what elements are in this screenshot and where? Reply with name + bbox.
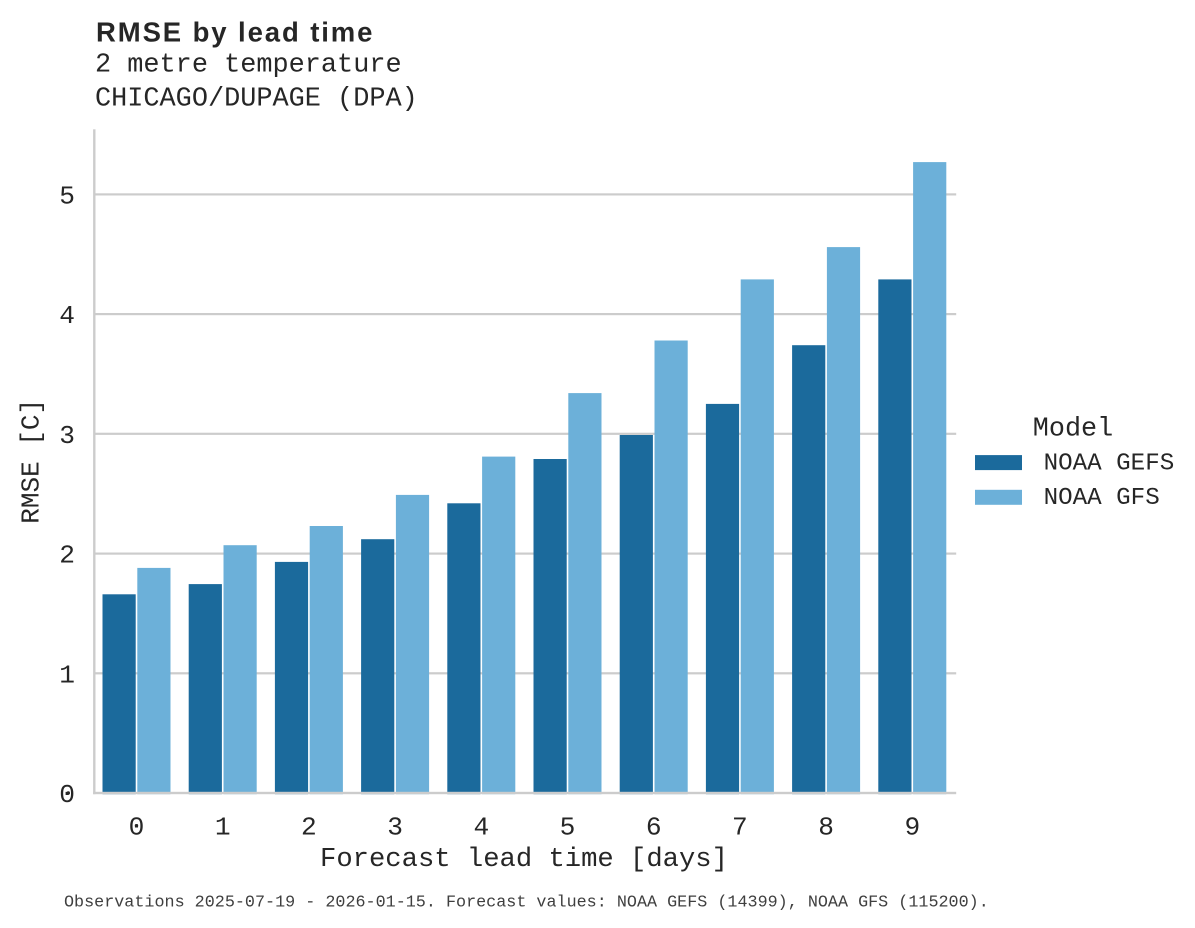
svg-text:5: 5 <box>560 813 576 843</box>
svg-text:1: 1 <box>59 660 75 690</box>
svg-text:8: 8 <box>818 813 834 843</box>
svg-text:NOAA GFS: NOAA GFS <box>1044 485 1160 512</box>
svg-text:Observations 2025-07-19 - 2026: Observations 2025-07-19 - 2026-01-15. Fo… <box>64 894 989 913</box>
svg-text:2 metre temperature: 2 metre temperature <box>95 51 402 81</box>
svg-text:RMSE by lead time: RMSE by lead time <box>96 17 374 48</box>
svg-text:5: 5 <box>59 181 75 211</box>
svg-text:CHICAGO/DUPAGE (DPA): CHICAGO/DUPAGE (DPA) <box>95 85 418 115</box>
svg-text:2: 2 <box>301 813 317 843</box>
svg-text:NOAA GEFS: NOAA GEFS <box>1044 451 1175 478</box>
svg-text:2: 2 <box>59 541 75 571</box>
svg-text:9: 9 <box>904 813 920 843</box>
svg-text:4: 4 <box>59 301 75 331</box>
svg-text:RMSE [C]: RMSE [C] <box>16 399 46 524</box>
svg-text:6: 6 <box>646 813 662 843</box>
svg-text:4: 4 <box>473 813 489 843</box>
svg-text:3: 3 <box>387 813 403 843</box>
svg-text:Model: Model <box>1033 414 1113 444</box>
svg-text:0: 0 <box>129 813 145 843</box>
svg-text:Forecast lead time [days]: Forecast lead time [days] <box>320 844 728 875</box>
svg-text:1: 1 <box>215 813 231 843</box>
svg-text:7: 7 <box>732 813 748 843</box>
svg-text:3: 3 <box>59 421 75 451</box>
svg-text:0: 0 <box>59 780 75 810</box>
